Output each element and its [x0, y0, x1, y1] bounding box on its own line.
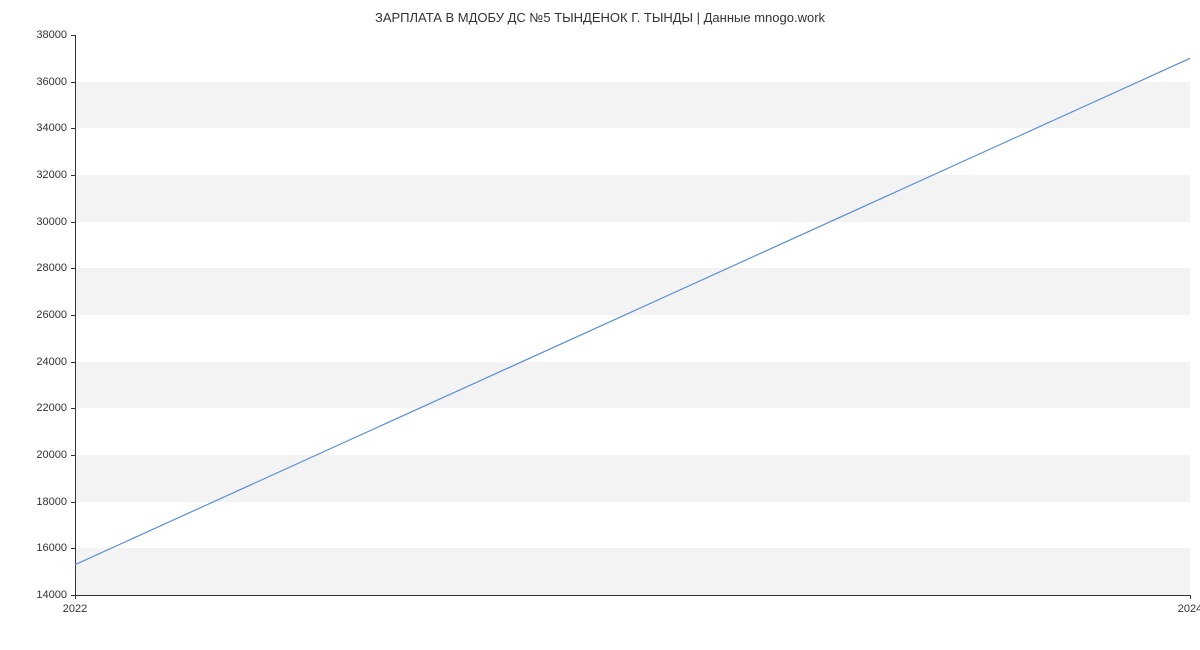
ytick-label: 18000 — [36, 496, 67, 508]
series-svg — [75, 35, 1190, 595]
xtick-label: 2024 — [1178, 603, 1200, 615]
ytick-label: 22000 — [36, 402, 67, 414]
ytick-label: 30000 — [36, 216, 67, 228]
ytick-label: 32000 — [36, 169, 67, 181]
salary-chart: ЗАРПЛАТА В МДОБУ ДС №5 ТЫНДЕНОК Г. ТЫНДЫ… — [0, 0, 1200, 650]
ytick-label: 14000 — [36, 589, 67, 601]
ytick-label: 26000 — [36, 309, 67, 321]
ytick-label: 38000 — [36, 29, 67, 41]
ytick-label: 34000 — [36, 122, 67, 134]
plot-area: 1400016000180002000022000240002600028000… — [75, 35, 1190, 595]
chart-title: ЗАРПЛАТА В МДОБУ ДС №5 ТЫНДЕНОК Г. ТЫНДЫ… — [0, 0, 1200, 25]
ytick-label: 20000 — [36, 449, 67, 461]
x-axis-line — [75, 595, 1190, 596]
ytick-label: 16000 — [36, 542, 67, 554]
xtick-label: 2022 — [63, 603, 87, 615]
series-line-salary — [75, 58, 1190, 564]
ytick-label: 24000 — [36, 356, 67, 368]
xtick — [1190, 595, 1191, 599]
ytick-label: 36000 — [36, 76, 67, 88]
ytick-label: 28000 — [36, 262, 67, 274]
